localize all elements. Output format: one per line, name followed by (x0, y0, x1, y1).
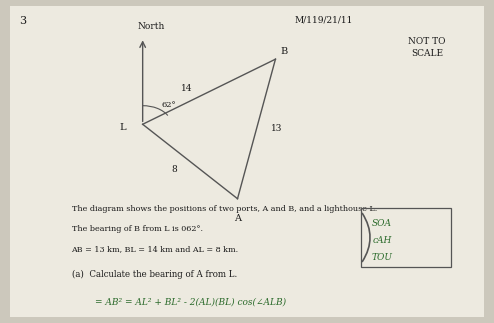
Text: 8: 8 (171, 165, 177, 173)
Text: = AB² = AL² + BL² - 2(AL)(BL) cos(∠ALB): = AB² = AL² + BL² - 2(AL)(BL) cos(∠ALB) (95, 298, 287, 307)
Text: SOA: SOA (372, 219, 392, 228)
Text: cAH: cAH (372, 236, 392, 245)
Text: North: North (138, 22, 165, 31)
Text: B: B (280, 47, 288, 56)
Text: AB = 13 km, BL = 14 km and AL = 8 km.: AB = 13 km, BL = 14 km and AL = 8 km. (72, 245, 239, 253)
Text: (a)  Calculate the bearing of A from L.: (a) Calculate the bearing of A from L. (72, 270, 237, 279)
Text: 13: 13 (271, 124, 282, 133)
Text: The diagram shows the positions of two ports, A and B, and a lighthouse L.: The diagram shows the positions of two p… (72, 205, 377, 213)
Text: TOU: TOU (371, 253, 393, 262)
Text: A: A (234, 214, 241, 223)
Text: 62°: 62° (162, 101, 176, 109)
Text: M/119/21/11: M/119/21/11 (294, 16, 353, 25)
Text: The bearing of B from L is 062°.: The bearing of B from L is 062°. (72, 225, 203, 233)
Text: NOT TO
SCALE: NOT TO SCALE (409, 37, 446, 58)
Text: L: L (119, 123, 125, 132)
Text: 14: 14 (181, 84, 192, 93)
Text: 3: 3 (19, 16, 27, 26)
